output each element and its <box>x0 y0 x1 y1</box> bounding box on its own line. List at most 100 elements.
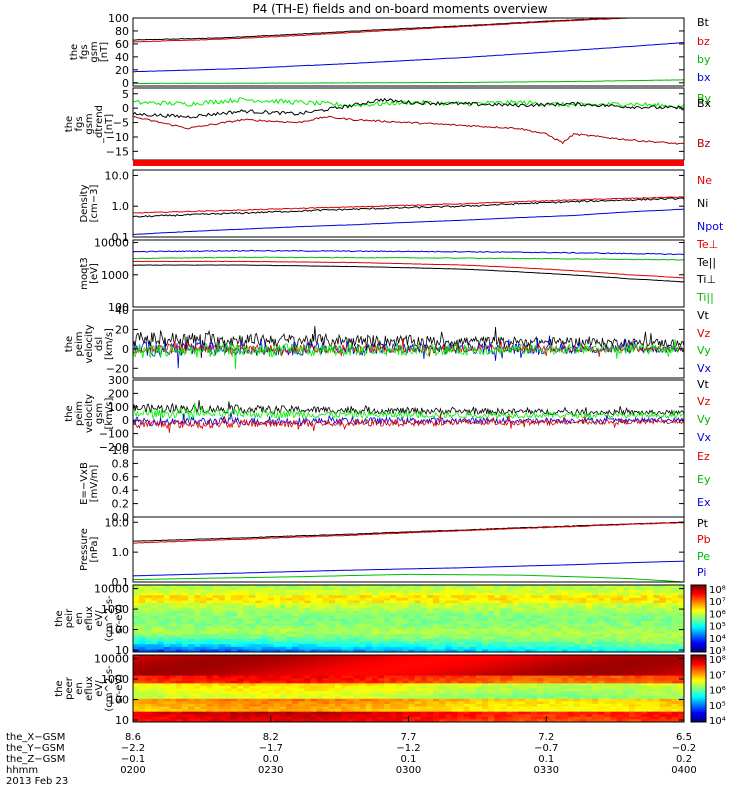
heatmap-cell <box>298 618 306 622</box>
heatmap-cell <box>365 657 373 661</box>
heatmap-cell <box>169 678 177 682</box>
heatmap-cell <box>537 592 544 596</box>
heatmap-cell <box>592 709 599 713</box>
heatmap-cell <box>622 597 630 602</box>
heatmap-cell <box>261 701 269 705</box>
heatmap-cell <box>622 660 630 664</box>
heatmap-cell <box>181 610 189 614</box>
heatmap-cell <box>530 623 538 627</box>
heatmap-cell <box>567 628 575 632</box>
heatmap-cell <box>659 688 667 692</box>
heatmap-cell <box>169 701 177 705</box>
heatmap-cell <box>292 628 299 632</box>
heatmap-cell <box>237 670 244 674</box>
heatmap-cell <box>457 590 465 594</box>
heatmap-cell <box>145 605 152 609</box>
heatmap-cell <box>188 646 195 651</box>
heatmap-cell <box>524 691 532 695</box>
heatmap-cell <box>598 595 606 599</box>
heatmap-cell <box>426 678 434 682</box>
colorbar-step <box>691 646 706 650</box>
heatmap-cell <box>598 685 606 690</box>
heatmap-cell <box>512 623 520 627</box>
heatmap-cell <box>292 691 299 695</box>
heatmap-cell <box>390 621 397 625</box>
heatmap-cell <box>671 641 679 645</box>
heatmap-cell <box>230 644 238 648</box>
heatmap-cell <box>481 688 489 692</box>
heatmap-cell <box>206 662 214 666</box>
heatmap-cell <box>653 603 661 607</box>
series-group-peim_velocity_gsm <box>133 400 684 433</box>
heatmap-cell <box>671 665 679 669</box>
heatmap-cell <box>414 703 422 708</box>
heatmap-cell <box>549 691 557 695</box>
heatmap-cell <box>598 714 606 718</box>
heatmap-cell <box>133 595 140 599</box>
heatmap-peer_en_eflux <box>133 655 684 722</box>
heatmap-cell <box>224 587 232 591</box>
heatmap-cell <box>659 608 667 612</box>
heatmap-cell <box>641 595 648 599</box>
heatmap-cell <box>420 608 428 612</box>
heatmap-cell <box>567 678 575 682</box>
heatmap-cell <box>341 623 348 627</box>
heatmap-cell <box>432 641 440 645</box>
heatmap-cell <box>475 608 483 612</box>
heatmap-cell <box>622 678 630 682</box>
heatmap-cell <box>561 691 569 695</box>
y-tick-label: 1.0 <box>112 200 130 213</box>
heatmap-cell <box>573 623 581 627</box>
heatmap-cell <box>451 714 459 718</box>
heatmap-cell <box>579 618 587 622</box>
colorbar-step <box>691 700 706 703</box>
heatmap-cell <box>298 660 306 664</box>
heatmap-cell <box>543 639 550 643</box>
heatmap-cell <box>402 633 410 638</box>
heatmap-cell <box>635 646 642 651</box>
heatmap-cell <box>279 711 287 715</box>
heatmap-cell <box>524 655 532 659</box>
heatmap-cell <box>677 587 684 591</box>
heatmap-cell <box>261 623 269 627</box>
heatmap-cell <box>665 621 673 625</box>
heatmap-cell <box>298 600 306 604</box>
heatmap-cell <box>322 691 330 695</box>
heatmap-cell <box>671 585 679 589</box>
heatmap-cell <box>481 641 489 645</box>
heatmap-cell <box>322 623 330 627</box>
heatmap-cell <box>341 628 348 632</box>
heatmap-cell <box>200 714 208 718</box>
heatmap-cell <box>659 696 667 700</box>
heatmap-cell <box>494 678 501 682</box>
heatmap-cell <box>243 595 250 599</box>
heatmap-cell <box>579 706 587 710</box>
heatmap-cell <box>151 685 159 690</box>
heatmap-cell <box>347 618 354 622</box>
heatmap-cell <box>347 709 354 713</box>
heatmap-cell <box>573 610 581 614</box>
heatmap-cell <box>273 655 281 659</box>
colorbar-step <box>691 696 706 700</box>
heatmap-cell <box>188 631 195 635</box>
legend-label: Te|| <box>696 256 716 269</box>
heatmap-cell <box>426 698 434 702</box>
heatmap-cell <box>384 670 391 674</box>
heatmap-cell <box>286 703 293 708</box>
heatmap-cell <box>267 660 275 664</box>
heatmap-cell <box>273 688 281 692</box>
heatmap-cell <box>249 639 257 643</box>
heatmap-cell <box>230 590 238 594</box>
heatmap-cell <box>628 662 636 666</box>
heatmap-cell <box>549 628 557 632</box>
heatmap-cell <box>200 678 208 682</box>
heatmap-cell <box>396 680 403 684</box>
heatmap-cell <box>604 714 612 718</box>
heatmap-cell <box>414 706 422 710</box>
heatmap-cell <box>500 600 508 604</box>
heatmap-cell <box>237 716 244 721</box>
heatmap-cell <box>255 691 263 695</box>
heatmap-cell <box>518 678 526 682</box>
heatmap-cell <box>414 603 422 607</box>
heatmap-cell <box>402 660 410 664</box>
